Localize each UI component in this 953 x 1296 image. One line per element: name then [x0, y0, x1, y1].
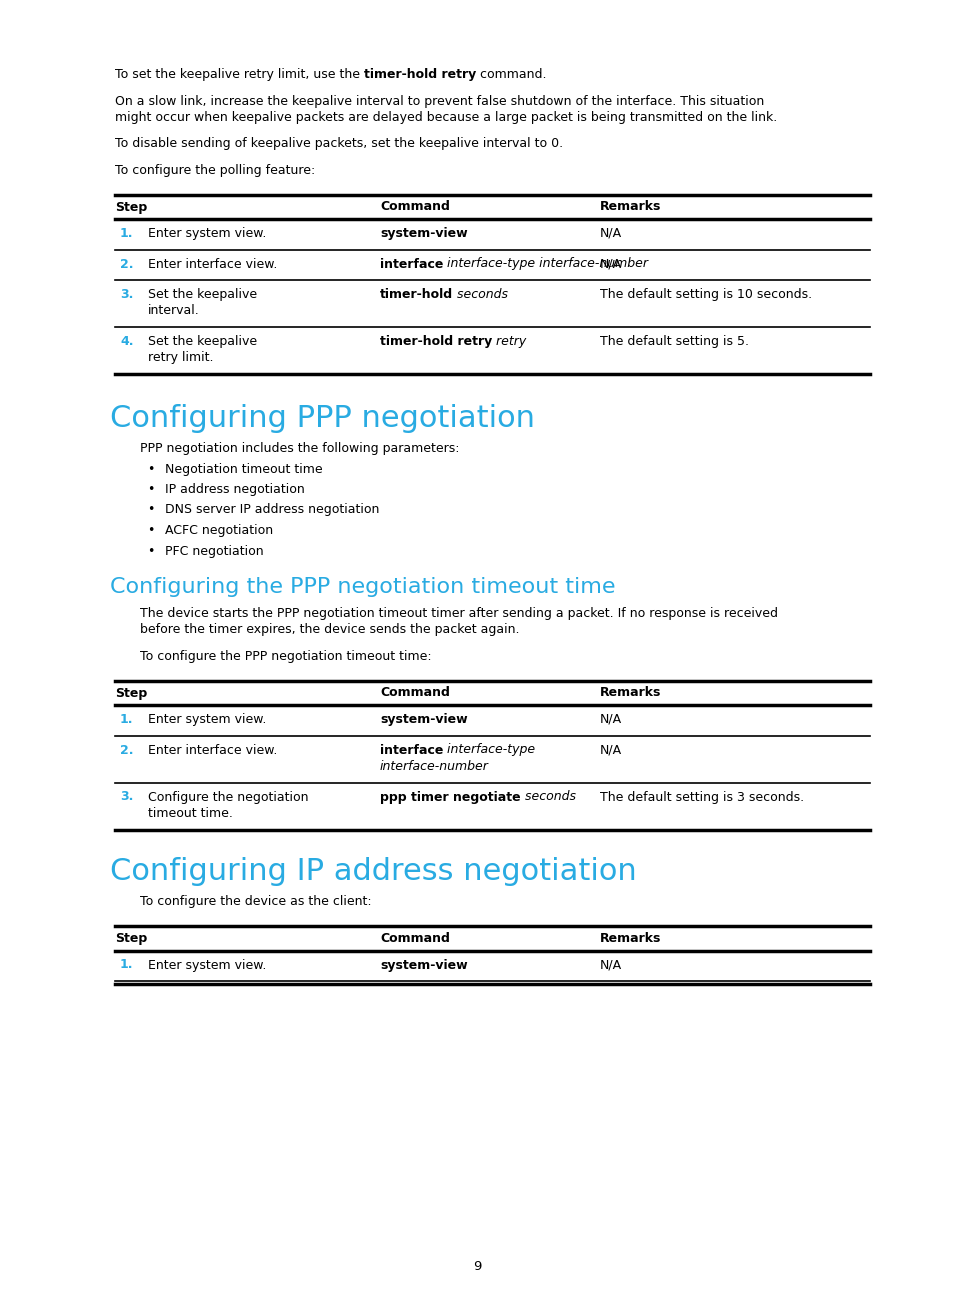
Text: Configuring the PPP negotiation timeout time: Configuring the PPP negotiation timeout …	[110, 577, 615, 597]
Text: N/A: N/A	[599, 227, 621, 240]
Text: •: •	[147, 483, 154, 496]
Text: N/A: N/A	[599, 744, 621, 757]
Text: retry limit.: retry limit.	[148, 351, 213, 364]
Text: interval.: interval.	[148, 305, 199, 318]
Text: Configuring PPP negotiation: Configuring PPP negotiation	[110, 404, 535, 433]
Text: 4.: 4.	[120, 334, 133, 349]
Text: The default setting is 10 seconds.: The default setting is 10 seconds.	[599, 288, 811, 301]
Text: To set the keepalive retry limit, use the: To set the keepalive retry limit, use th…	[115, 67, 364, 80]
Text: Step: Step	[115, 201, 147, 214]
Text: 1.: 1.	[120, 713, 133, 726]
Text: Remarks: Remarks	[599, 201, 660, 214]
Text: system-view: system-view	[379, 959, 467, 972]
Text: PFC negotiation: PFC negotiation	[165, 544, 263, 557]
Text: On a slow link, increase the keepalive interval to prevent false shutdown of the: On a slow link, increase the keepalive i…	[115, 95, 763, 108]
Text: Enter system view.: Enter system view.	[148, 227, 266, 240]
Text: timer-hold retry: timer-hold retry	[379, 334, 492, 349]
Text: Set the keepalive: Set the keepalive	[148, 334, 257, 349]
Text: The device starts the PPP negotiation timeout timer after sending a packet. If n: The device starts the PPP negotiation ti…	[140, 607, 778, 619]
Text: To configure the device as the client:: To configure the device as the client:	[140, 896, 372, 908]
Text: 9: 9	[473, 1260, 480, 1273]
Text: interface: interface	[379, 744, 443, 757]
Text: system-view: system-view	[379, 227, 467, 240]
Text: timeout time.: timeout time.	[148, 807, 233, 820]
Text: ACFC negotiation: ACFC negotiation	[165, 524, 273, 537]
Text: 3.: 3.	[120, 791, 133, 804]
Text: retry: retry	[492, 334, 526, 349]
Text: •: •	[147, 524, 154, 537]
Text: timer-hold retry: timer-hold retry	[364, 67, 476, 80]
Text: interface: interface	[379, 258, 443, 271]
Text: command.: command.	[476, 67, 546, 80]
Text: Enter interface view.: Enter interface view.	[148, 744, 277, 757]
Text: IP address negotiation: IP address negotiation	[165, 483, 304, 496]
Text: interface-type interface-number: interface-type interface-number	[443, 258, 648, 271]
Text: N/A: N/A	[599, 959, 621, 972]
Text: N/A: N/A	[599, 713, 621, 726]
Text: Negotiation timeout time: Negotiation timeout time	[165, 463, 322, 476]
Text: To disable sending of keepalive packets, set the keepalive interval to 0.: To disable sending of keepalive packets,…	[115, 137, 562, 150]
Text: •: •	[147, 504, 154, 517]
Text: Enter system view.: Enter system view.	[148, 713, 266, 726]
Text: To configure the polling feature:: To configure the polling feature:	[115, 165, 314, 178]
Text: system-view: system-view	[379, 713, 467, 726]
Text: •: •	[147, 544, 154, 557]
Text: seconds: seconds	[520, 791, 575, 804]
Text: Enter interface view.: Enter interface view.	[148, 258, 277, 271]
Text: Step: Step	[115, 932, 147, 945]
Text: Configuring IP address negotiation: Configuring IP address negotiation	[110, 858, 636, 886]
Text: Command: Command	[379, 932, 450, 945]
Text: Command: Command	[379, 201, 450, 214]
Text: •: •	[147, 463, 154, 476]
Text: might occur when keepalive packets are delayed because a large packet is being t: might occur when keepalive packets are d…	[115, 111, 777, 124]
Text: seconds: seconds	[453, 288, 508, 301]
Text: The default setting is 5.: The default setting is 5.	[599, 334, 748, 349]
Text: 3.: 3.	[120, 288, 133, 301]
Text: To configure the PPP negotiation timeout time:: To configure the PPP negotiation timeout…	[140, 651, 431, 664]
Text: interface-number: interface-number	[379, 759, 488, 772]
Text: 1.: 1.	[120, 227, 133, 240]
Text: Enter system view.: Enter system view.	[148, 959, 266, 972]
Text: ppp timer negotiate: ppp timer negotiate	[379, 791, 520, 804]
Text: Step: Step	[115, 687, 147, 700]
Text: The default setting is 3 seconds.: The default setting is 3 seconds.	[599, 791, 803, 804]
Text: 2.: 2.	[120, 744, 133, 757]
Text: 2.: 2.	[120, 258, 133, 271]
Text: interface-type: interface-type	[443, 744, 535, 757]
Text: Set the keepalive: Set the keepalive	[148, 288, 257, 301]
Text: 1.: 1.	[120, 959, 133, 972]
Text: before the timer expires, the device sends the packet again.: before the timer expires, the device sen…	[140, 623, 519, 636]
Text: Remarks: Remarks	[599, 932, 660, 945]
Text: Command: Command	[379, 687, 450, 700]
Text: PPP negotiation includes the following parameters:: PPP negotiation includes the following p…	[140, 442, 459, 455]
Text: DNS server IP address negotiation: DNS server IP address negotiation	[165, 504, 379, 517]
Text: Remarks: Remarks	[599, 687, 660, 700]
Text: N/A: N/A	[599, 258, 621, 271]
Text: Configure the negotiation: Configure the negotiation	[148, 791, 308, 804]
Text: timer-hold: timer-hold	[379, 288, 453, 301]
